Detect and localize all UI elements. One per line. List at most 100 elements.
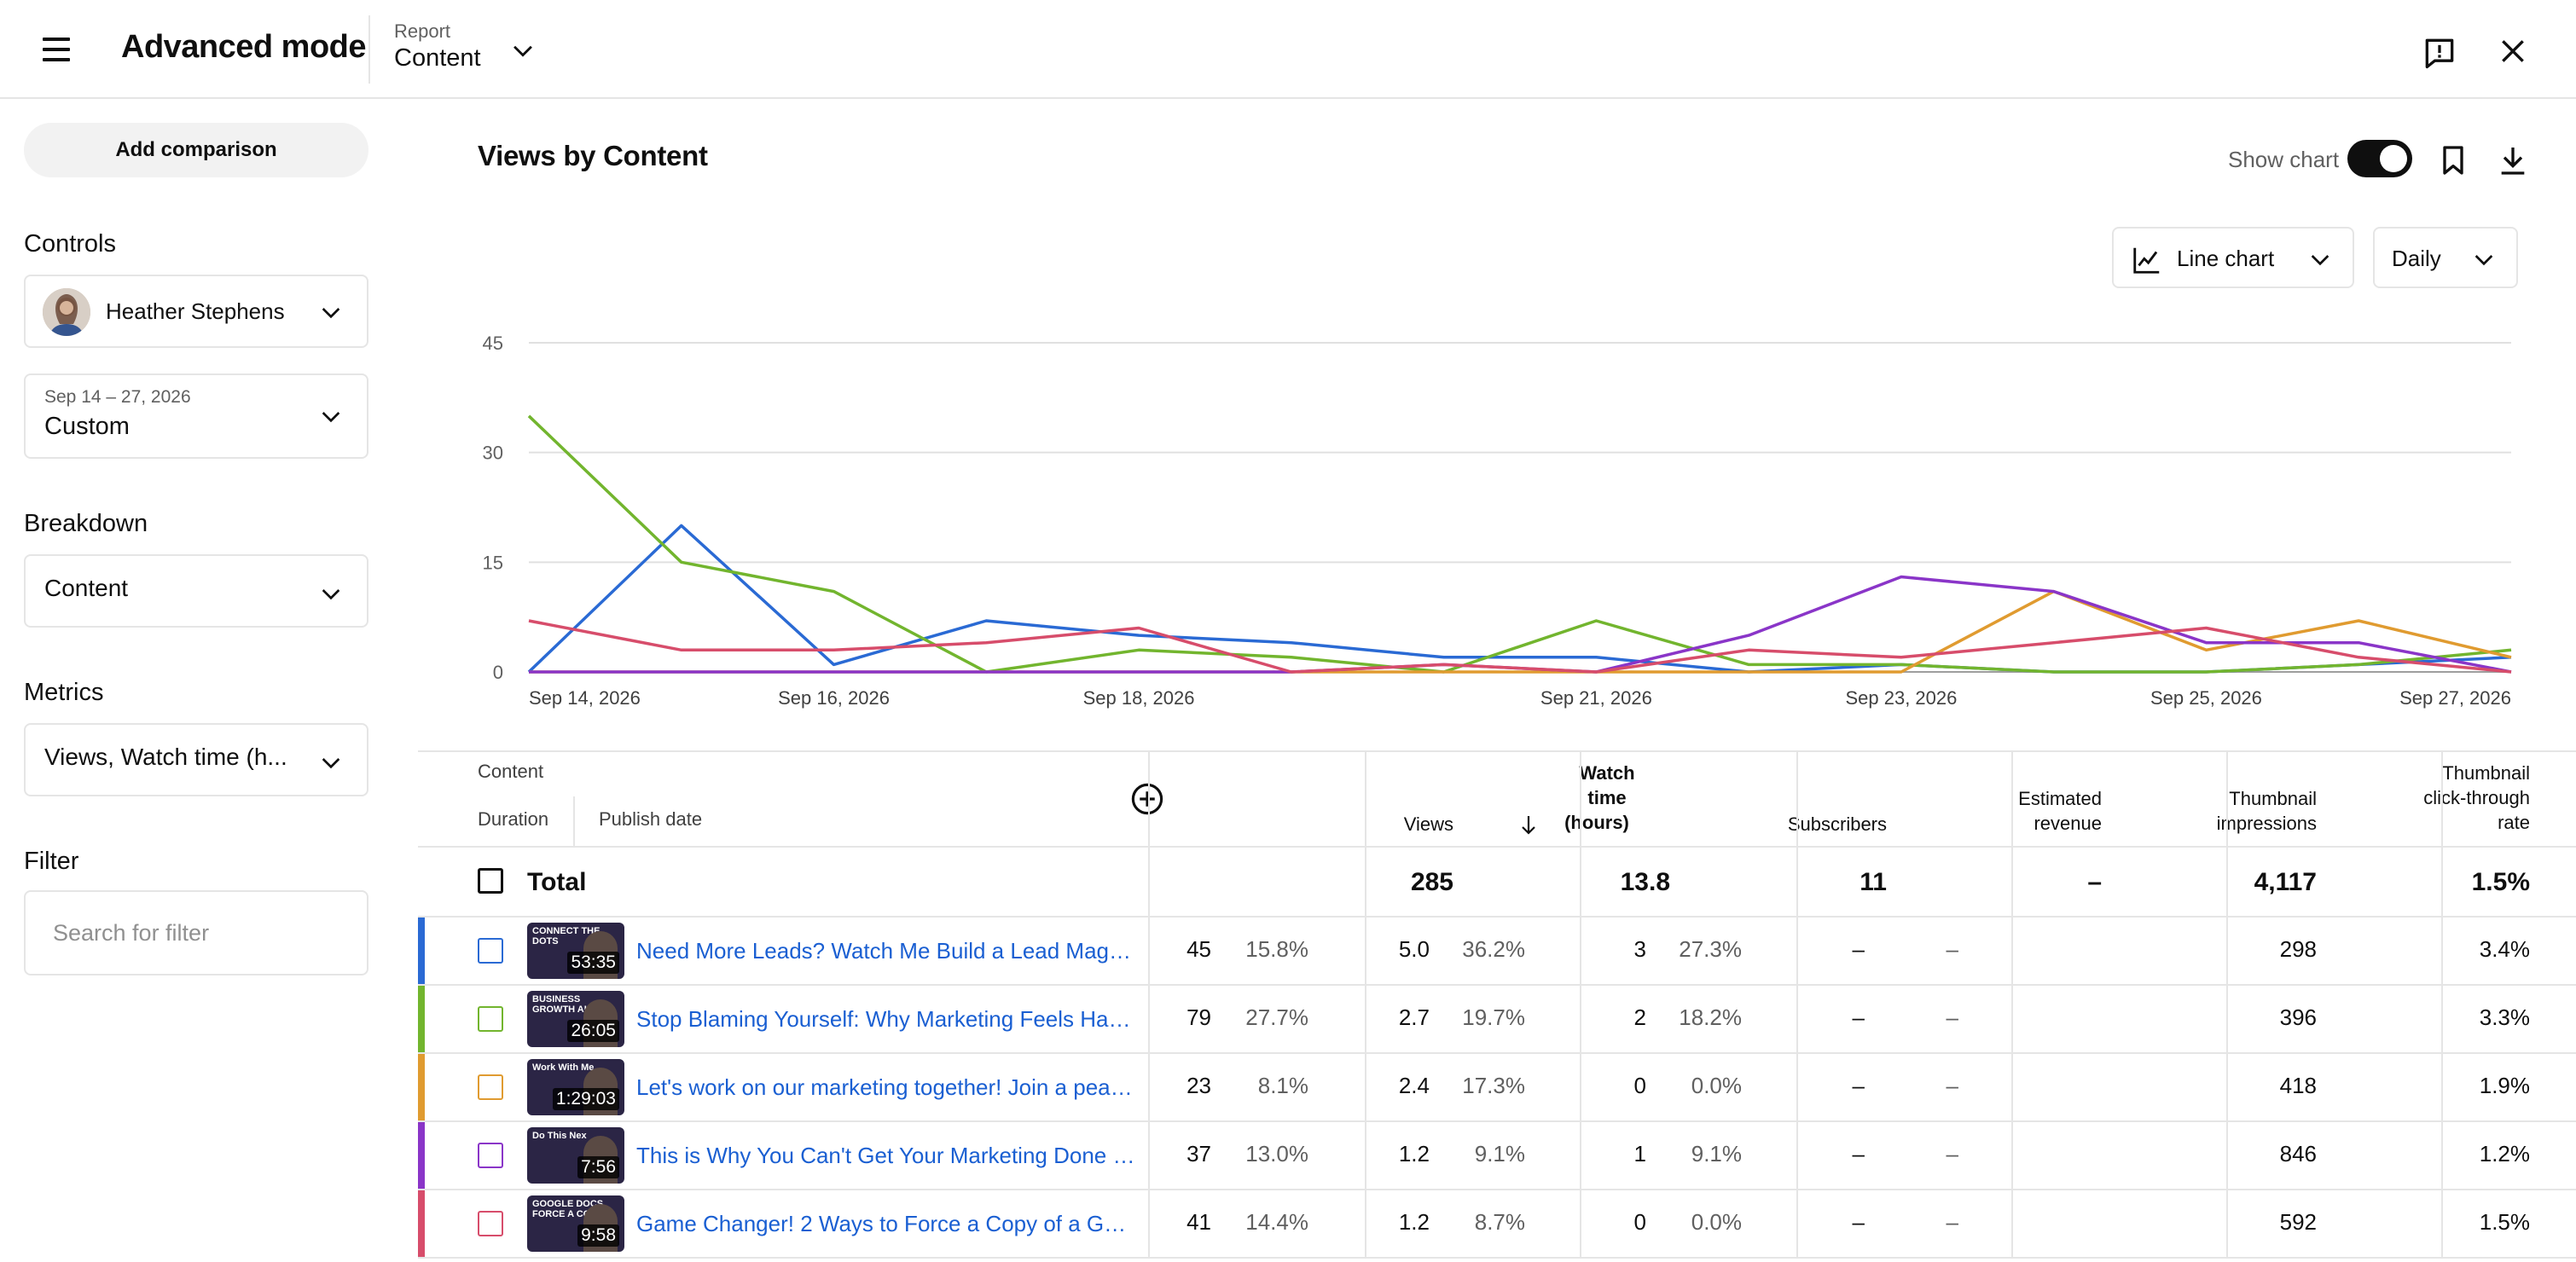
download-icon[interactable] bbox=[2496, 142, 2530, 179]
video-thumbnail[interactable]: GOOGLE DOCS FORCE A COPY 9:58 bbox=[527, 1195, 624, 1252]
table-row: BUSINESS GROWTH ALIGN 26:05 Stop Blaming… bbox=[418, 986, 2576, 1054]
row-ctr: 3.4% bbox=[2479, 936, 2530, 962]
top-bar: Advanced mode Report Content bbox=[0, 0, 2576, 99]
column-divider bbox=[1796, 986, 1798, 1054]
show-chart-toggle[interactable] bbox=[2347, 140, 2412, 177]
video-duration: 1:29:03 bbox=[552, 1088, 619, 1110]
series-color-bar bbox=[418, 1190, 425, 1257]
row-ctr: 1.2% bbox=[2479, 1141, 2530, 1166]
table-row: Work With Me 1:29:03 Let's work on our m… bbox=[418, 1054, 2576, 1122]
toggle-knob bbox=[2380, 145, 2407, 172]
video-title-link[interactable]: Let's work on our marketing together! Jo… bbox=[636, 1074, 1136, 1100]
add-circle-icon[interactable] bbox=[1129, 781, 1165, 817]
row-views: 41 bbox=[1186, 1209, 1211, 1235]
close-icon[interactable] bbox=[2496, 34, 2530, 68]
chevron-down-icon[interactable] bbox=[508, 36, 537, 65]
column-views[interactable]: Views bbox=[1403, 813, 1453, 835]
column-watch-time-line2: time bbox=[1587, 787, 1627, 808]
column-divider bbox=[1148, 918, 1150, 986]
row-subscribers-pct: 9.1% bbox=[1691, 1141, 1742, 1166]
chart-type-dropdown[interactable]: Line chart bbox=[2112, 227, 2354, 288]
row-views-pct: 15.8% bbox=[1245, 936, 1308, 962]
column-ctr-line2: click-through bbox=[2423, 787, 2530, 808]
row-ctr: 1.9% bbox=[2479, 1073, 2530, 1098]
row-revenue: – bbox=[1852, 1073, 1865, 1098]
interval-dropdown[interactable]: Daily bbox=[2373, 227, 2518, 288]
column-divider bbox=[1148, 1054, 1150, 1122]
y-tick-label: 15 bbox=[483, 552, 503, 573]
filter-search-input[interactable] bbox=[24, 890, 368, 975]
series-color-bar bbox=[418, 986, 425, 1052]
row-revenue: – bbox=[1852, 936, 1865, 962]
menu-icon[interactable] bbox=[39, 32, 77, 67]
channel-selector[interactable]: Heather Stephens bbox=[24, 275, 368, 348]
row-checkbox[interactable] bbox=[478, 1074, 503, 1100]
row-impressions: 418 bbox=[2279, 1073, 2317, 1098]
column-revenue-line1: Estimated bbox=[2018, 788, 2102, 809]
chevron-down-icon bbox=[2474, 255, 2493, 266]
chevron-down-icon bbox=[322, 412, 340, 423]
breakdown-selector[interactable]: Content bbox=[24, 554, 368, 628]
column-impressions[interactable]: Thumbnail impressions bbox=[2217, 786, 2317, 836]
video-title-link[interactable]: Stop Blaming Yourself: Why Marketing Fee… bbox=[636, 1006, 1136, 1032]
y-tick-label: 0 bbox=[493, 662, 503, 683]
line-chart-icon bbox=[2133, 247, 2160, 274]
row-checkbox[interactable] bbox=[478, 1006, 503, 1032]
total-watch-time: 13.8 bbox=[1620, 868, 1670, 896]
feedback-icon[interactable] bbox=[2421, 34, 2458, 72]
video-title-link[interactable]: Game Changer! 2 Ways to Force a Copy of … bbox=[636, 1211, 1136, 1236]
controls-label: Controls bbox=[24, 230, 116, 258]
metrics-selector[interactable]: Views, Watch time (h... bbox=[24, 723, 368, 796]
row-revenue-pct: – bbox=[1946, 936, 1958, 962]
row-revenue-pct: – bbox=[1946, 1073, 1958, 1098]
video-duration: 53:35 bbox=[567, 952, 619, 974]
row-impressions: 298 bbox=[2279, 936, 2317, 962]
total-impressions: 4,117 bbox=[2254, 868, 2317, 896]
total-views: 285 bbox=[1410, 868, 1453, 896]
column-divider bbox=[2441, 918, 2443, 986]
row-subscribers-pct: 0.0% bbox=[1691, 1209, 1742, 1235]
chart-title: Views by Content bbox=[478, 140, 708, 171]
column-divider bbox=[1148, 1122, 1150, 1190]
column-divider bbox=[2441, 1190, 2443, 1259]
row-subscribers-pct: 27.3% bbox=[1679, 936, 1742, 962]
row-watch-time-pct: 36.2% bbox=[1462, 936, 1525, 962]
series-color-bar bbox=[418, 1054, 425, 1120]
row-views: 45 bbox=[1186, 936, 1211, 962]
column-ctr[interactable]: Thumbnail click-through rate bbox=[2423, 761, 2530, 835]
row-checkbox[interactable] bbox=[478, 938, 503, 964]
column-duration[interactable]: Duration bbox=[478, 808, 549, 830]
column-watch-time[interactable]: Watch time (hours) bbox=[1556, 761, 1658, 835]
column-subscribers[interactable]: Subscribers bbox=[1787, 813, 1887, 835]
video-title-link[interactable]: This is Why You Can't Get Your Marketing… bbox=[636, 1143, 1136, 1168]
row-checkbox[interactable] bbox=[478, 1211, 503, 1236]
series-color-bar bbox=[418, 918, 425, 984]
column-revenue[interactable]: Estimated revenue bbox=[2018, 786, 2102, 836]
column-divider bbox=[2011, 752, 2013, 849]
row-impressions: 846 bbox=[2279, 1141, 2317, 1166]
avatar bbox=[43, 288, 90, 336]
bookmark-icon[interactable] bbox=[2436, 142, 2470, 179]
row-subscribers: 0 bbox=[1633, 1209, 1646, 1235]
report-selector[interactable]: Content bbox=[394, 44, 481, 72]
column-divider bbox=[2011, 918, 2013, 986]
video-thumbnail[interactable]: Do This Nex 7:56 bbox=[527, 1127, 624, 1184]
video-title-link[interactable]: Need More Leads? Watch Me Build a Lead M… bbox=[636, 938, 1136, 964]
breakdown-label: Breakdown bbox=[24, 510, 148, 537]
column-publish-date[interactable]: Publish date bbox=[599, 808, 703, 830]
column-divider bbox=[2011, 1122, 2013, 1190]
video-thumbnail[interactable]: CONNECT THE DOTS 53:35 bbox=[527, 923, 624, 979]
column-content[interactable]: Content bbox=[478, 761, 544, 782]
video-thumbnail[interactable]: Work With Me 1:29:03 bbox=[527, 1059, 624, 1115]
chart-type-label: Line chart bbox=[2177, 246, 2275, 271]
video-thumbnail[interactable]: BUSINESS GROWTH ALIGN 26:05 bbox=[527, 991, 624, 1047]
add-comparison-button[interactable]: Add comparison bbox=[24, 123, 368, 177]
arrow-down-icon[interactable] bbox=[1518, 813, 1539, 837]
select-all-checkbox[interactable] bbox=[478, 868, 503, 894]
row-checkbox[interactable] bbox=[478, 1143, 503, 1168]
date-range-selector[interactable]: Sep 14 – 27, 2026 Custom bbox=[24, 373, 368, 459]
row-ctr: 3.3% bbox=[2479, 1004, 2530, 1030]
chevron-down-icon bbox=[322, 589, 340, 600]
show-chart-label: Show chart bbox=[2228, 147, 2340, 172]
report-label: Report bbox=[394, 20, 451, 42]
